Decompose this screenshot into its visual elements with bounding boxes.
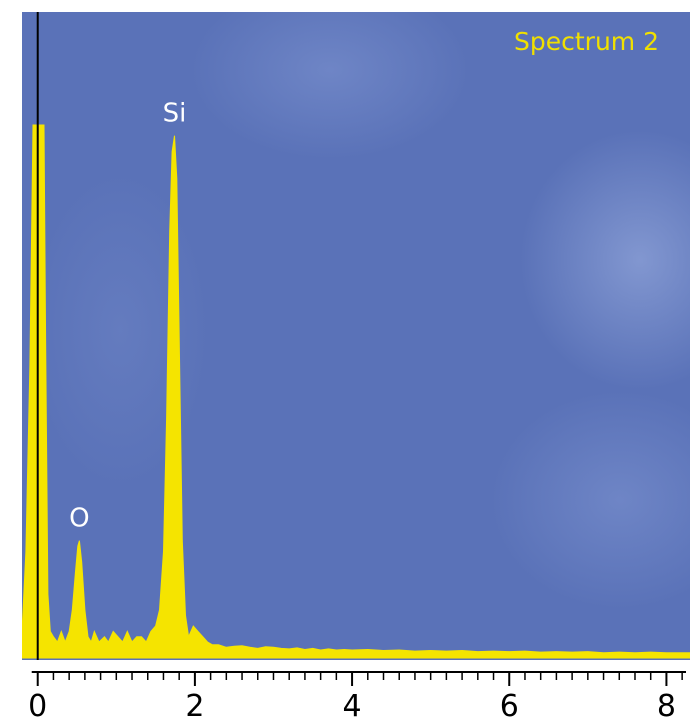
x-tick-label: 8 — [657, 689, 676, 724]
x-tick-label: 2 — [185, 689, 204, 724]
x-tick-label: 0 — [28, 689, 47, 724]
x-tick-label: 6 — [500, 689, 519, 724]
spectrum-title: Spectrum 2 — [514, 27, 659, 56]
x-tick-label: 4 — [343, 689, 362, 724]
peak-label-o: O — [69, 504, 89, 534]
peak-label-si: Si — [163, 99, 187, 129]
